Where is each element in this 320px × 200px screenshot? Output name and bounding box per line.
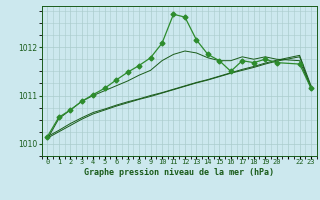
- X-axis label: Graphe pression niveau de la mer (hPa): Graphe pression niveau de la mer (hPa): [84, 168, 274, 177]
